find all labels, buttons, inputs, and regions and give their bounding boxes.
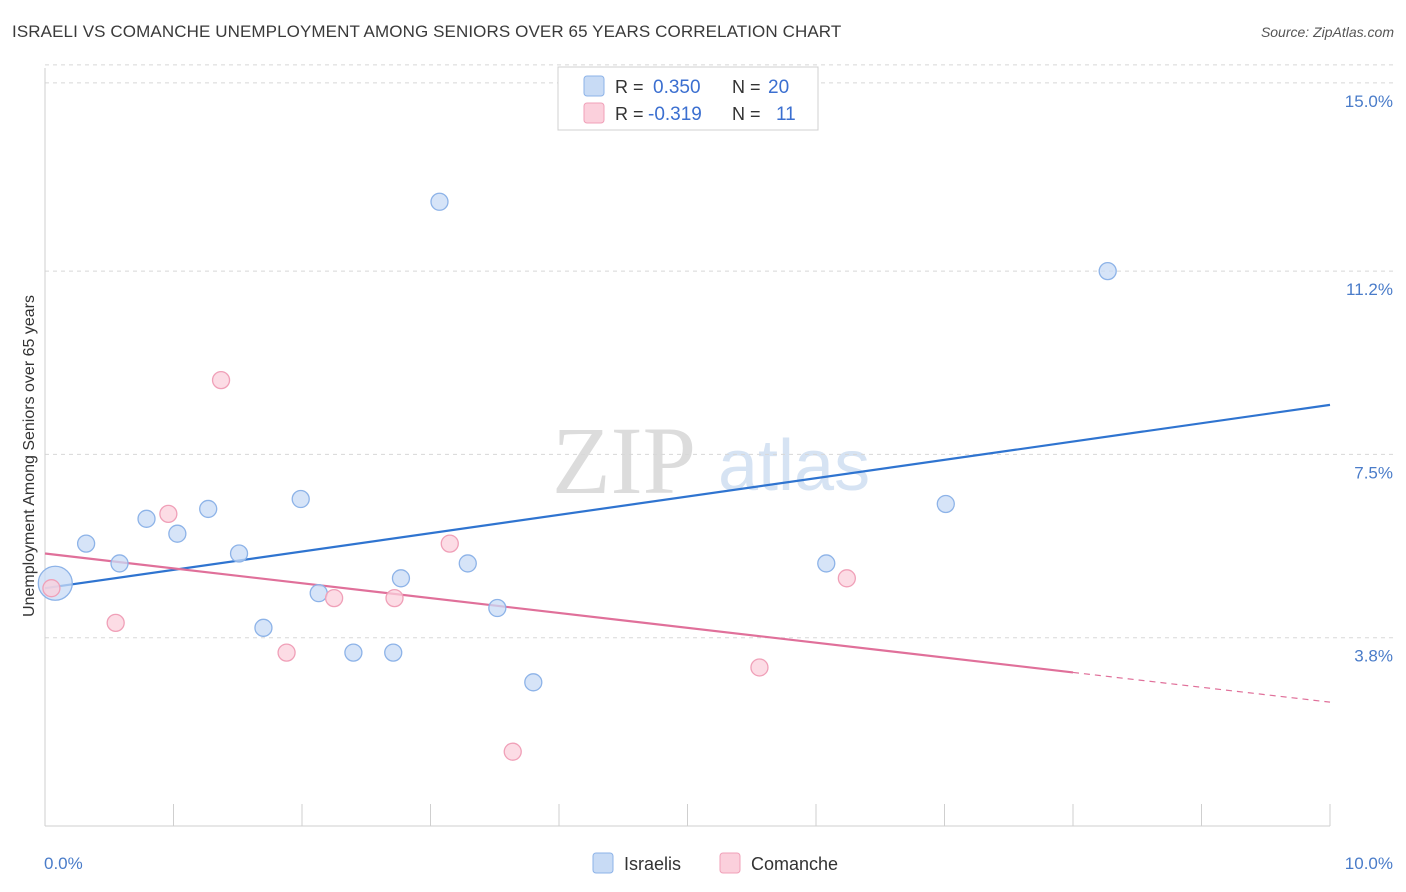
israelis-point-19 [1098, 261, 1117, 281]
legend-r-value-2: -0.319 [648, 104, 702, 125]
israelis-point-18 [936, 494, 955, 514]
legend-n-label-1: N = [732, 77, 761, 97]
israelis-point-1 [76, 534, 96, 553]
watermark-atlas: atlas [718, 426, 870, 506]
y-tick-label-0: 3.8% [1354, 647, 1393, 666]
comanche-point-3 [211, 370, 231, 390]
legend-swatch-comanche [583, 102, 605, 124]
israelis-point-13 [430, 192, 449, 211]
trend-line-israelis [44, 403, 1331, 590]
trend-line-comanche-extrapolated [1072, 671, 1331, 703]
comanche-point-9 [750, 658, 769, 677]
axes: 3.8% 7.5% 11.2% 15.0% [44, 68, 1393, 827]
chart-title: ISRAELI VS COMANCHE UNEMPLOYMENT AMONG S… [12, 22, 842, 41]
comanche-point-7 [440, 534, 459, 553]
comanche-point-1 [106, 613, 125, 633]
israelis-point-15 [488, 598, 507, 618]
comanche-point-6 [385, 588, 404, 608]
x-tick-label-min: 0.0% [44, 854, 83, 873]
y-tick-label-3: 15.0% [1345, 92, 1393, 111]
legend-r-label-1: R = [615, 77, 644, 97]
data-points [37, 192, 1117, 761]
comanche-point-10 [837, 569, 856, 588]
israelis-point-7 [254, 618, 273, 637]
israelis-point-9 [309, 584, 328, 603]
legend-n-value-2: 11 [776, 104, 796, 125]
bottom-legend-label-israelis: Israelis [624, 854, 681, 874]
israelis-point-10 [344, 643, 363, 662]
trend-lines [44, 403, 1331, 703]
comanche-point-4 [277, 643, 296, 662]
israelis-point-11 [384, 643, 403, 662]
legend-swatch-israelis [583, 75, 605, 97]
x-tick-label-max: 10.0% [1345, 854, 1393, 873]
israelis-point-5 [199, 499, 218, 519]
israelis-point-2 [110, 554, 129, 573]
comanche-point-2 [159, 504, 178, 524]
legend-n-label-2: N = [732, 104, 761, 124]
israelis-point-8 [291, 489, 310, 509]
israelis-point-4 [168, 524, 187, 543]
y-tick-label-1: 7.5% [1354, 463, 1393, 482]
legend-r-label-2: R = [615, 104, 644, 124]
comanche-point-0 [42, 579, 61, 598]
y-axis-label: Unemployment Among Seniors over 65 years [21, 295, 38, 617]
watermark-zip: ZIP [552, 407, 696, 514]
comanche-point-5 [324, 588, 344, 608]
israelis-point-6 [229, 544, 249, 563]
comanche-point-8 [503, 742, 522, 761]
legend: R = 0.350 N = 20 R = -0.319 N = 11 [557, 66, 819, 131]
bottom-legend-swatch-israelis [592, 852, 614, 874]
bottom-legend: Israelis Comanche [592, 852, 838, 874]
israelis-point-14 [458, 554, 477, 573]
bottom-legend-label-comanche: Comanche [751, 854, 838, 874]
y-tick-label-2: 11.2% [1346, 280, 1393, 299]
legend-n-value-1: 20 [768, 77, 789, 98]
legend-r-value-1: 0.350 [653, 77, 701, 98]
israelis-point-16 [524, 673, 543, 692]
israelis-point-12 [391, 569, 411, 588]
israelis-point-3 [137, 509, 156, 528]
trend-line-comanche [44, 552, 1074, 674]
bottom-legend-swatch-comanche [719, 852, 741, 874]
israelis-point-17 [817, 554, 836, 573]
source-label: Source: ZipAtlas.com [1260, 24, 1394, 40]
